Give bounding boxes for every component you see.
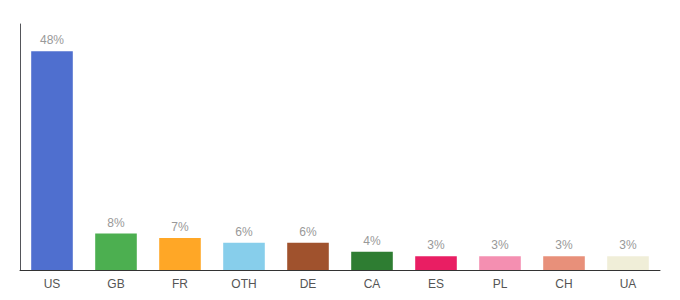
svg-text:GB: GB (107, 277, 124, 291)
svg-text:3%: 3% (427, 238, 445, 252)
svg-text:3%: 3% (619, 238, 637, 252)
svg-text:3%: 3% (555, 238, 573, 252)
svg-text:DE: DE (300, 277, 317, 291)
svg-text:FR: FR (172, 277, 188, 291)
svg-text:UA: UA (620, 277, 637, 291)
svg-text:CH: CH (555, 277, 572, 291)
svg-text:OTH: OTH (231, 277, 256, 291)
svg-text:4%: 4% (363, 234, 381, 248)
svg-text:US: US (44, 277, 61, 291)
svg-text:48%: 48% (40, 33, 64, 47)
svg-text:6%: 6% (235, 225, 253, 239)
svg-text:PL: PL (493, 277, 508, 291)
svg-text:6%: 6% (299, 225, 317, 239)
svg-text:7%: 7% (171, 220, 189, 234)
svg-text:ES: ES (428, 277, 444, 291)
svg-text:8%: 8% (107, 216, 125, 230)
svg-text:CA: CA (364, 277, 381, 291)
svg-text:3%: 3% (491, 238, 509, 252)
